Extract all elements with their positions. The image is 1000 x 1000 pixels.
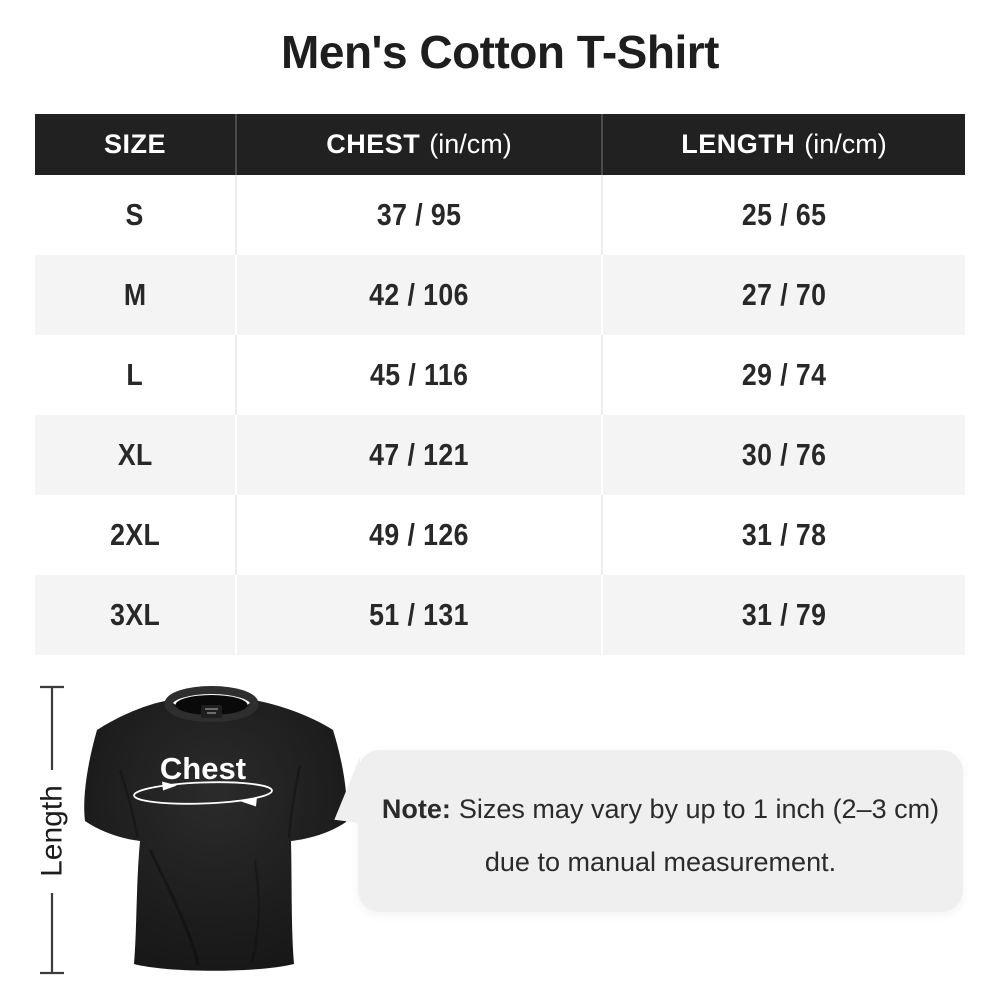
note-bubble: Note: Sizes may vary by up to 1 inch (2–3… [334,750,963,912]
note-prefix: Note: [381,793,451,824]
length-label: Length [36,785,69,877]
header-size: SIZE [35,114,237,175]
table-row: 2XL 49 / 126 31 / 78 [35,495,965,575]
tshirt-graphic: Chest [84,686,347,971]
measurement-diagram: Length Chest [36,685,347,975]
table-row: XL 47 / 121 30 / 76 [35,415,965,495]
note-text: Note: Sizes may vary by up to 1 inch (2–3… [358,750,963,912]
size-cell: L [35,335,237,415]
size-cell: M [35,255,237,335]
length-cell: 31 / 79 [603,575,965,655]
chest-cell: 42 / 106 [237,255,603,335]
length-cell: 25 / 65 [603,175,965,255]
table-header-row: SIZE CHEST (in/cm) LENGTH (in/cm) [35,114,965,175]
table-row: S 37 / 95 25 / 65 [35,175,965,255]
arrow-right-icon [162,781,177,791]
chest-cell: 51 / 131 [237,575,603,655]
chest-label: Chest [160,751,246,786]
chest-cell: 47 / 121 [237,415,603,495]
note-line-1: Note: Sizes may vary by up to 1 inch (2–3… [381,793,940,824]
brand-tag [201,705,222,718]
length-cell: 29 / 74 [603,335,965,415]
note-line-2: due to manual measurement. [484,846,837,877]
size-cell: XL [35,415,237,495]
length-cell: 30 / 76 [603,415,965,495]
chest-cell: 49 / 126 [237,495,603,575]
size-cell: 2XL [35,495,237,575]
length-cell: 31 / 78 [603,495,965,575]
header-chest: CHEST (in/cm) [237,114,603,175]
arrow-left-icon [241,797,257,807]
chest-cell: 37 / 95 [237,175,603,255]
size-cell: S [35,175,237,255]
table-row: 3XL 51 / 131 31 / 79 [35,575,965,655]
chest-measure-ellipse [133,781,273,807]
length-cell: 27 / 70 [603,255,965,335]
page-title: Men's Cotton T-Shirt [281,26,719,78]
size-cell: 3XL [35,575,237,655]
collar [164,686,259,722]
table-row: M 42 / 106 27 / 70 [35,255,965,335]
length-dimension-line [40,685,64,975]
table-row: L 45 / 116 29 / 74 [35,335,965,415]
header-length: LENGTH (in/cm) [603,114,965,175]
size-table: SIZE CHEST (in/cm) LENGTH (in/cm) S 37 / 9… [35,114,965,655]
chest-cell: 45 / 116 [237,335,603,415]
